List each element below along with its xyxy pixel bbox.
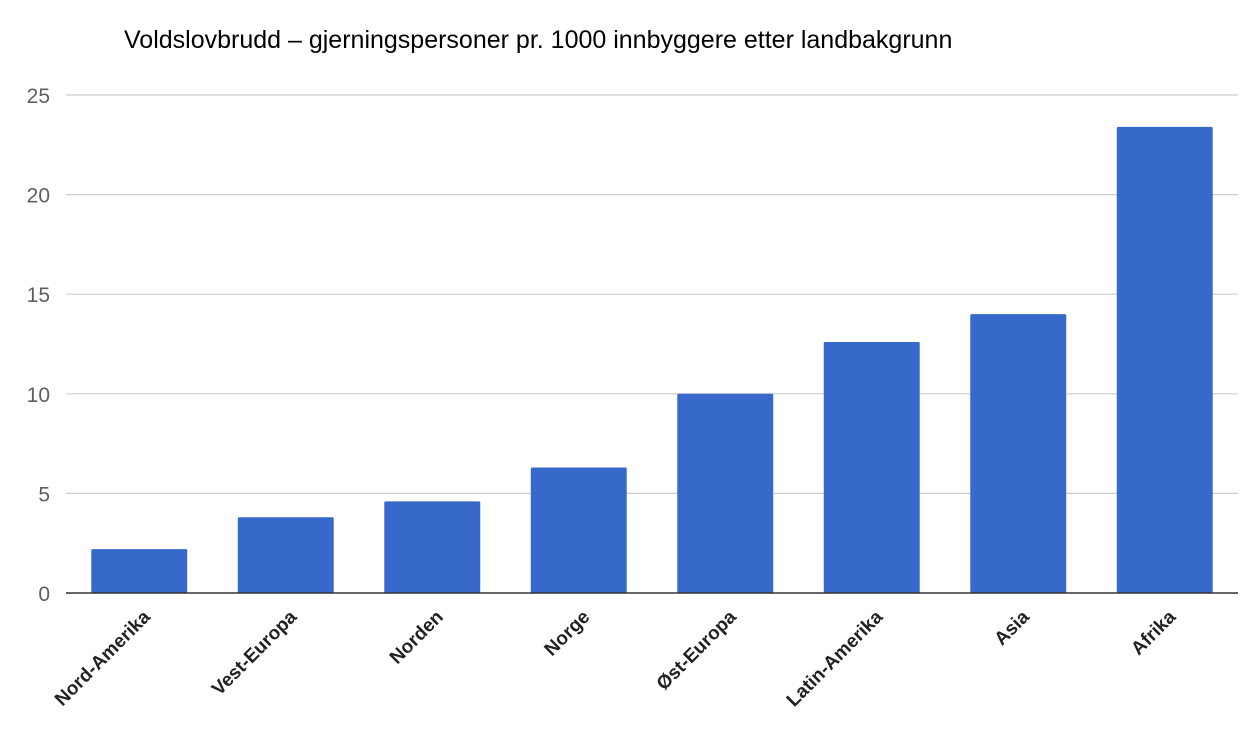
bar [1116, 126, 1213, 593]
bar [823, 342, 920, 593]
bar [677, 393, 774, 593]
y-tick-label: 20 [27, 185, 50, 208]
y-tick-label: 15 [27, 284, 50, 307]
bar [91, 549, 188, 593]
y-axis-ticks: 0 5 10 15 20 25 [27, 85, 50, 606]
x-axis-labels: Nord-Amerika Vest-Europa Norden Norge Øst-Eu… [51, 606, 1181, 711]
bar [237, 517, 334, 593]
y-tick-label: 10 [27, 384, 50, 407]
x-tick-label: Afrika [1127, 606, 1180, 659]
x-tick-label: Nord-Amerika [51, 606, 155, 710]
x-tick-label: Asia [991, 606, 1035, 650]
x-tick-label: Latin-Amerika [783, 606, 888, 711]
y-tick-label: 5 [38, 483, 50, 506]
x-tick-label: Øst-Europa [653, 606, 741, 694]
bars [91, 126, 1213, 593]
bar [530, 467, 627, 593]
y-tick-label: 25 [27, 85, 50, 108]
x-tick-label: Norden [386, 607, 448, 669]
chart-title: Voldslovbrudd – gjerningspersoner pr. 10… [124, 26, 953, 54]
x-tick-label: Vest-Europa [208, 606, 302, 700]
bar [384, 501, 481, 593]
bar [970, 314, 1067, 593]
y-tick-label: 0 [38, 583, 50, 606]
x-tick-label: Norge [541, 607, 595, 661]
